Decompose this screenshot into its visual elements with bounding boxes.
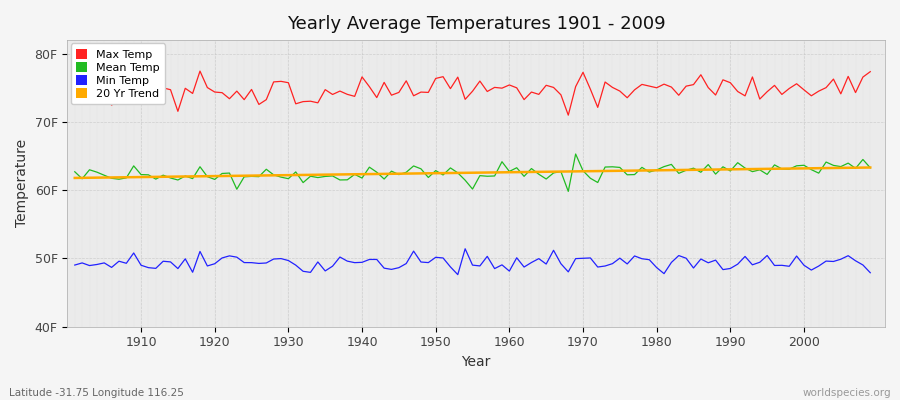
Text: worldspecies.org: worldspecies.org: [803, 388, 891, 398]
Title: Yearly Average Temperatures 1901 - 2009: Yearly Average Temperatures 1901 - 2009: [287, 15, 665, 33]
X-axis label: Year: Year: [462, 355, 490, 369]
Y-axis label: Temperature: Temperature: [15, 139, 29, 228]
Legend: Max Temp, Mean Temp, Min Temp, 20 Yr Trend: Max Temp, Mean Temp, Min Temp, 20 Yr Tre…: [71, 44, 166, 104]
Text: Latitude -31.75 Longitude 116.25: Latitude -31.75 Longitude 116.25: [9, 388, 184, 398]
